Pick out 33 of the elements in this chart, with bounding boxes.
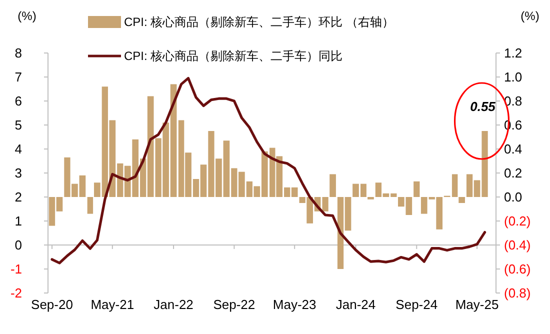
y2-tick-label: 0.4 [504, 142, 522, 157]
y-tick-label: -2 [10, 286, 22, 301]
y2-tick-label: 0.2 [504, 166, 522, 181]
x-tick-label: Jan-24 [336, 297, 376, 312]
x-tick-label: Sep-22 [213, 297, 256, 312]
y-tick-label: 7 [14, 70, 22, 85]
y-tick-label: 3 [14, 166, 22, 181]
x-tick-label: May-23 [272, 297, 316, 312]
y-axis-title: (%) [18, 9, 36, 23]
y-tick-label: 8 [14, 46, 22, 61]
annotation: 0.55 [470, 99, 496, 114]
y-tick-label: 2 [14, 190, 22, 205]
x-tick-label: May-25 [455, 297, 499, 312]
x-tick-label: Sep-24 [396, 297, 438, 312]
y-tick-label: 4 [14, 142, 22, 157]
y2-tick-label: 0.0 [504, 190, 522, 205]
legend-label: CPI: 核心商品（剔除新车、二手车）环比 （右轴） [124, 15, 394, 30]
x-tick-label: May-21 [90, 297, 134, 312]
y2-axis-title: (%) [520, 9, 540, 23]
y2-tick-label: 1.0 [504, 70, 522, 85]
y2-tick-label: (0.8) [504, 286, 531, 301]
x-tick-label: Sep-20 [31, 297, 73, 312]
y2-tick-label: (0.2) [504, 214, 531, 229]
y-tick-label: 1 [14, 214, 22, 229]
y2-tick-label: 1.2 [504, 46, 522, 61]
y2-tick-label: (0.4) [504, 238, 531, 253]
legend-label: CPI: 核心商品（剔除新车、二手车）同比 [124, 49, 343, 64]
y-tick-label: 6 [14, 94, 22, 109]
y-tick-label: -1 [10, 262, 22, 277]
x-tick-label: Jan-22 [154, 297, 194, 312]
y-tick-label: 5 [14, 118, 22, 133]
y2-tick-label: (0.6) [504, 262, 531, 277]
y-tick-label: 0 [14, 238, 22, 253]
